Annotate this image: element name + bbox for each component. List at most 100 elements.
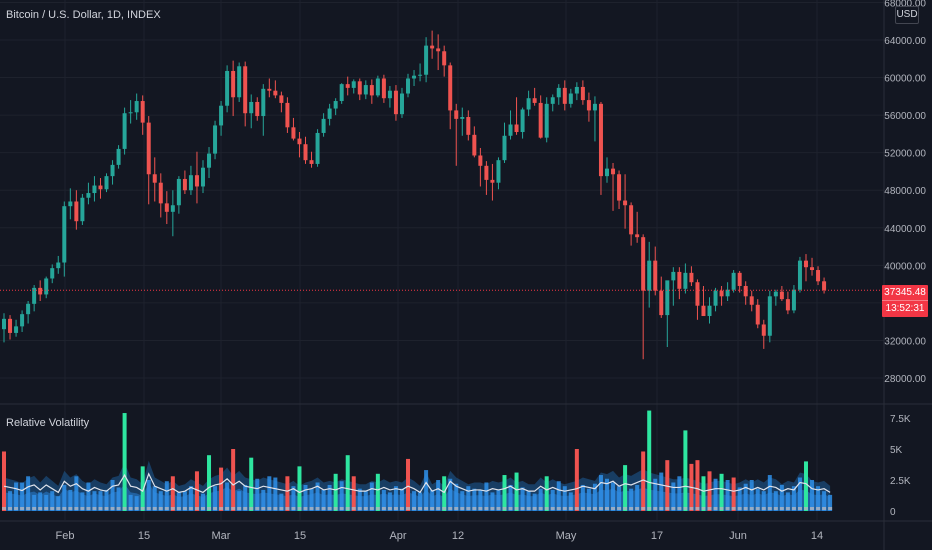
candle	[38, 280, 43, 302]
volatility-base-tick	[8, 507, 13, 510]
volatility-bar	[460, 491, 465, 511]
candle-body	[586, 100, 591, 111]
candle	[345, 76, 350, 96]
volatility-bar	[62, 484, 67, 511]
price-tick-label: 68000.00	[884, 0, 926, 9]
volatility-bar	[20, 482, 25, 511]
volatility-base-tick	[219, 507, 224, 510]
volatility-base-tick	[213, 507, 218, 510]
currency-button[interactable]: USD	[895, 6, 919, 24]
candle	[532, 87, 537, 106]
volatility-bar	[8, 491, 13, 511]
candle-body	[538, 102, 543, 138]
volatility-base-tick	[598, 507, 603, 510]
candle	[791, 285, 796, 314]
candle	[122, 107, 127, 155]
volatility-bar	[375, 473, 380, 511]
volatility-base-tick	[797, 507, 802, 510]
volatility-base-tick	[647, 507, 652, 510]
candle	[351, 79, 356, 94]
volatility-base-tick	[387, 507, 392, 510]
volatility-average-line	[3, 472, 831, 494]
volatility-bar	[574, 449, 579, 511]
candle	[653, 246, 658, 296]
candle-body	[568, 93, 573, 104]
indicator-title[interactable]: Relative Volatility	[6, 417, 90, 429]
volatility-bar	[128, 494, 133, 511]
candle	[737, 270, 742, 293]
candle	[291, 117, 296, 141]
volatility-bar	[725, 480, 730, 511]
candle-body	[20, 314, 25, 327]
volatility-base-tick	[62, 507, 67, 510]
bar-countdown: 13:52:31	[882, 300, 928, 316]
volatility-bar	[321, 489, 326, 511]
volatility-base-tick	[773, 507, 778, 510]
candle-body	[767, 296, 772, 336]
volatility-base-tick	[56, 507, 61, 510]
volatility-bar	[279, 493, 284, 511]
candle	[785, 291, 790, 315]
volatility-bar	[436, 480, 441, 511]
time-tick-label: Apr	[389, 530, 406, 542]
volatility-base-tick	[327, 507, 332, 510]
candle	[749, 290, 754, 312]
volatility-bar	[767, 475, 772, 511]
volatility-bar	[761, 491, 766, 511]
volatility-base-tick	[412, 507, 417, 510]
time-tick-label: Mar	[212, 530, 231, 542]
candle	[822, 277, 827, 294]
candle-body	[56, 262, 61, 269]
volatility-base-tick	[68, 507, 73, 510]
candle-body	[321, 118, 326, 133]
volatility-bar	[617, 486, 622, 511]
volatility-base-tick	[351, 507, 356, 510]
candle	[86, 182, 91, 205]
candle-body	[683, 272, 688, 289]
candle	[635, 211, 640, 243]
candle	[550, 94, 555, 112]
volatility-bar	[285, 476, 290, 511]
volatility-base-tick	[249, 507, 254, 510]
candle-body	[816, 270, 821, 282]
volatility-bar	[810, 480, 815, 511]
candle-body	[779, 291, 784, 300]
volatility-bar	[779, 484, 784, 511]
volatility-bar	[508, 484, 513, 511]
candle	[321, 113, 326, 137]
volatility-base-tick	[261, 507, 266, 510]
candle	[297, 132, 302, 158]
candle	[544, 97, 549, 143]
candle	[255, 97, 260, 121]
volatility-base-tick	[207, 507, 212, 510]
volatility-bar	[568, 492, 573, 511]
candle-body	[110, 164, 115, 177]
candle-body	[8, 318, 13, 333]
volatility-base-tick	[677, 507, 682, 510]
price-tick-label: 64000.00	[884, 36, 926, 47]
candle	[442, 45, 447, 77]
candle	[508, 110, 513, 140]
volatility-bar	[448, 478, 453, 511]
candle	[454, 103, 459, 166]
candlestick-series[interactable]	[0, 30, 884, 360]
candle-body	[562, 87, 567, 104]
candle	[32, 285, 37, 312]
candle	[779, 285, 784, 302]
candle	[80, 193, 85, 225]
volatility-base-tick	[538, 507, 543, 510]
volatility-base-tick	[568, 507, 573, 510]
volatility-base-tick	[659, 507, 664, 510]
candle	[484, 161, 489, 195]
volatility-base-tick	[381, 507, 386, 510]
candle	[611, 162, 616, 211]
candle-body	[659, 290, 664, 316]
candle-body	[14, 326, 19, 333]
candle	[641, 234, 646, 360]
volatility-base-tick	[333, 507, 338, 510]
candle-body	[104, 176, 109, 190]
time-tick-label: May	[556, 530, 577, 542]
volatility-bar	[484, 482, 489, 511]
symbol-title[interactable]: Bitcoin / U.S. Dollar, 1D, INDEX	[6, 9, 161, 21]
